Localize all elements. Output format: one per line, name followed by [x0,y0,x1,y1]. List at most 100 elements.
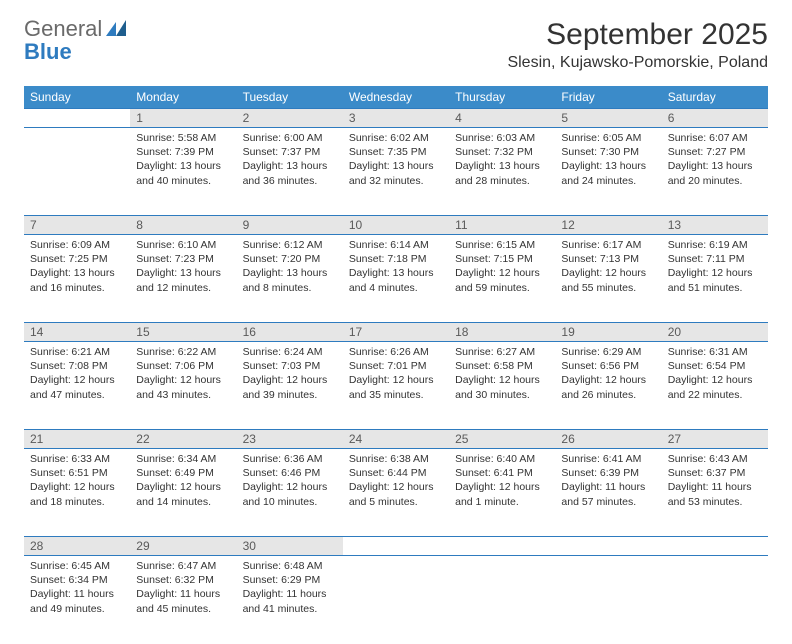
day-number-cell: 10 [343,216,449,235]
day-number-cell [343,537,449,556]
sunrise-text: Sunrise: 6:45 AM [30,559,124,573]
logo-text-blue: Blue [24,39,72,64]
day2-text: and 57 minutes. [561,495,655,509]
day1-text: Daylight: 12 hours [455,373,549,387]
day1-text: Daylight: 11 hours [30,587,124,601]
sunrise-text: Sunrise: 6:03 AM [455,131,549,145]
sunrise-text: Sunrise: 6:17 AM [561,238,655,252]
day1-text: Daylight: 11 hours [561,480,655,494]
sunset-text: Sunset: 7:23 PM [136,252,230,266]
day-number-cell: 17 [343,323,449,342]
day2-text: and 20 minutes. [668,174,762,188]
sunrise-text: Sunrise: 6:15 AM [455,238,549,252]
sunrise-text: Sunrise: 5:58 AM [136,131,230,145]
day2-text: and 5 minutes. [349,495,443,509]
day-content-cell: Sunrise: 6:31 AMSunset: 6:54 PMDaylight:… [662,342,768,430]
day1-text: Daylight: 13 hours [349,266,443,280]
day-content-cell [24,128,130,216]
day-content-cell [662,556,768,644]
sunset-text: Sunset: 7:18 PM [349,252,443,266]
sunrise-text: Sunrise: 6:29 AM [561,345,655,359]
day-content-cell: Sunrise: 6:40 AMSunset: 6:41 PMDaylight:… [449,449,555,537]
day1-text: Daylight: 12 hours [561,266,655,280]
day2-text: and 59 minutes. [455,281,549,295]
sunrise-text: Sunrise: 6:47 AM [136,559,230,573]
day1-text: Daylight: 11 hours [243,587,337,601]
sunset-text: Sunset: 6:51 PM [30,466,124,480]
sunset-text: Sunset: 7:01 PM [349,359,443,373]
day-number-cell: 15 [130,323,236,342]
day2-text: and 26 minutes. [561,388,655,402]
day-number-cell: 22 [130,430,236,449]
sunset-text: Sunset: 6:32 PM [136,573,230,587]
sunrise-text: Sunrise: 6:34 AM [136,452,230,466]
sunrise-text: Sunrise: 6:09 AM [30,238,124,252]
sunset-text: Sunset: 7:37 PM [243,145,337,159]
day2-text: and 36 minutes. [243,174,337,188]
sunrise-text: Sunrise: 6:05 AM [561,131,655,145]
day-number-cell: 9 [237,216,343,235]
day1-text: Daylight: 12 hours [349,373,443,387]
day2-text: and 35 minutes. [349,388,443,402]
day1-text: Daylight: 11 hours [668,480,762,494]
sunset-text: Sunset: 7:30 PM [561,145,655,159]
day2-text: and 55 minutes. [561,281,655,295]
day2-text: and 47 minutes. [30,388,124,402]
day-content-cell: Sunrise: 6:02 AMSunset: 7:35 PMDaylight:… [343,128,449,216]
day-content-cell [555,556,661,644]
sunset-text: Sunset: 6:56 PM [561,359,655,373]
logo-text-general: General [24,16,102,41]
day-content-row: Sunrise: 6:21 AMSunset: 7:08 PMDaylight:… [24,342,768,430]
sunset-text: Sunset: 7:32 PM [455,145,549,159]
day-content-cell: Sunrise: 6:26 AMSunset: 7:01 PMDaylight:… [343,342,449,430]
sunset-text: Sunset: 6:34 PM [30,573,124,587]
sunset-text: Sunset: 7:13 PM [561,252,655,266]
title-block: September 2025 Slesin, Kujawsko-Pomorski… [507,18,768,72]
weekday-header: Thursday [449,86,555,109]
sunrise-text: Sunrise: 6:24 AM [243,345,337,359]
day-number-row: 21222324252627 [24,430,768,449]
day-content-cell: Sunrise: 6:48 AMSunset: 6:29 PMDaylight:… [237,556,343,644]
sunrise-text: Sunrise: 6:26 AM [349,345,443,359]
day-content-row: Sunrise: 6:45 AMSunset: 6:34 PMDaylight:… [24,556,768,644]
sunset-text: Sunset: 7:39 PM [136,145,230,159]
day1-text: Daylight: 13 hours [136,159,230,173]
sunset-text: Sunset: 6:54 PM [668,359,762,373]
day1-text: Daylight: 12 hours [243,373,337,387]
day-content-cell: Sunrise: 6:22 AMSunset: 7:06 PMDaylight:… [130,342,236,430]
day-number-cell: 18 [449,323,555,342]
day-content-cell: Sunrise: 6:36 AMSunset: 6:46 PMDaylight:… [237,449,343,537]
sunrise-text: Sunrise: 6:48 AM [243,559,337,573]
day-number-cell: 26 [555,430,661,449]
day1-text: Daylight: 13 hours [668,159,762,173]
day-content-cell: Sunrise: 6:15 AMSunset: 7:15 PMDaylight:… [449,235,555,323]
sunrise-text: Sunrise: 6:00 AM [243,131,337,145]
sunrise-text: Sunrise: 6:19 AM [668,238,762,252]
day2-text: and 40 minutes. [136,174,230,188]
day2-text: and 12 minutes. [136,281,230,295]
day-number-cell: 12 [555,216,661,235]
sunset-text: Sunset: 7:11 PM [668,252,762,266]
day1-text: Daylight: 13 hours [455,159,549,173]
sunset-text: Sunset: 7:08 PM [30,359,124,373]
day-number-cell [662,537,768,556]
day-number-cell: 27 [662,430,768,449]
day-content-cell: Sunrise: 6:21 AMSunset: 7:08 PMDaylight:… [24,342,130,430]
day2-text: and 53 minutes. [668,495,762,509]
location-text: Slesin, Kujawsko-Pomorskie, Poland [507,54,768,72]
day2-text: and 22 minutes. [668,388,762,402]
day1-text: Daylight: 13 hours [243,159,337,173]
day-number-cell [555,537,661,556]
day-content-cell: Sunrise: 6:19 AMSunset: 7:11 PMDaylight:… [662,235,768,323]
day-content-cell: Sunrise: 6:07 AMSunset: 7:27 PMDaylight:… [662,128,768,216]
weekday-header: Tuesday [237,86,343,109]
day-content-cell [343,556,449,644]
sunrise-text: Sunrise: 6:10 AM [136,238,230,252]
calendar-body: 123456Sunrise: 5:58 AMSunset: 7:39 PMDay… [24,109,768,644]
day-number-cell: 25 [449,430,555,449]
sunrise-text: Sunrise: 6:41 AM [561,452,655,466]
day-number-cell: 8 [130,216,236,235]
day1-text: Daylight: 12 hours [349,480,443,494]
day-content-cell: Sunrise: 6:09 AMSunset: 7:25 PMDaylight:… [24,235,130,323]
day2-text: and 24 minutes. [561,174,655,188]
